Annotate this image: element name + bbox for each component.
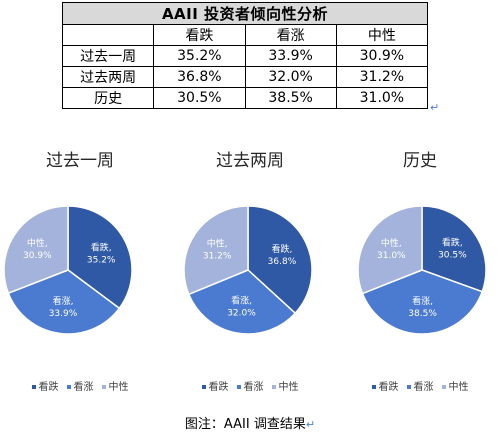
legend-swatch	[371, 385, 376, 389]
table-cell: 31.2%	[335, 66, 429, 88]
legend-swatch	[66, 385, 71, 389]
table-cell: 32.0%	[244, 66, 337, 88]
pie-slice	[247, 205, 313, 315]
table-cell: 30.5%	[153, 87, 246, 109]
sentiment-table-wrap: AAII 投资者倾向性分析 看跌 看涨 中性 过去一周 35.2% 33.9% …	[61, 2, 429, 109]
pie-slice	[7, 269, 121, 335]
row-label: 过去一周	[61, 45, 155, 67]
pie-chart-past-week: 过去一周 看跌, 35.2% 看涨, 33.9% 中性, 30.9% 看跌 看涨 中性	[0, 140, 160, 410]
table-header-row: 看跌 看涨 中性	[61, 24, 429, 46]
legend-item: 中性	[271, 382, 299, 393]
table-title: AAII 投资者倾向性分析	[62, 2, 428, 25]
sentiment-table: AAII 投资者倾向性分析 看跌 看涨 中性 过去一周 35.2% 33.9% …	[61, 2, 429, 109]
legend-label: 看跌	[208, 382, 229, 393]
pie-slice	[67, 205, 133, 310]
chart-title: 历史	[403, 151, 437, 171]
legend-item: 看跌	[31, 382, 59, 393]
chart-title: 过去一周	[46, 151, 114, 171]
table-header-cell	[61, 24, 155, 46]
return-mark-icon: ↵	[430, 101, 440, 114]
pie-svg: 看跌, 36.8% 看涨, 32.0% 中性, 31.2%	[183, 205, 313, 335]
slice-data-label: 看跌, 35.2%	[87, 241, 116, 265]
table-cell: 35.2%	[153, 45, 246, 67]
pie-slice	[183, 205, 249, 296]
legend-label: 看涨	[413, 382, 434, 393]
pie-slice	[357, 205, 423, 295]
caption-text: 图注：AAII 调查结果	[184, 417, 306, 432]
legend-swatch	[31, 385, 36, 389]
slice-data-label: 看跌, 36.8%	[268, 243, 297, 267]
chart-legend: 看跌 看涨 中性	[170, 378, 330, 393]
legend-item: 中性	[101, 382, 129, 393]
legend-item: 看涨	[66, 382, 94, 393]
pie-chart-past-two-weeks: 过去两周 看跌, 36.8% 看涨, 32.0% 中性, 31.2% 看跌 看涨 中性	[170, 140, 330, 410]
legend-swatch	[236, 385, 241, 389]
legend-item: 看跌	[371, 382, 399, 393]
slice-data-label: 看涨, 38.5%	[408, 295, 437, 319]
table-cell: 38.5%	[244, 87, 337, 109]
table-title-row: AAII 投资者倾向性分析	[62, 2, 428, 25]
pie-slice	[187, 269, 297, 335]
slice-data-label: 中性, 31.2%	[203, 237, 232, 261]
pie-slice	[361, 269, 484, 335]
legend-swatch	[441, 385, 446, 389]
table-header-cell: 看涨	[244, 24, 337, 46]
table-row: 过去一周 35.2% 33.9% 30.9%	[61, 45, 429, 67]
table-cell: 31.0%	[335, 87, 429, 109]
table-header-cell: 看跌	[153, 24, 246, 46]
pie-slice	[421, 205, 487, 293]
slice-data-label: 看涨, 32.0%	[227, 295, 256, 319]
legend-swatch	[271, 385, 276, 389]
legend-label: 看跌	[38, 382, 59, 393]
return-mark-icon: ↵	[305, 418, 316, 431]
legend-label: 看跌	[378, 382, 399, 393]
legend-swatch	[406, 385, 411, 389]
slice-data-label: 中性, 31.0%	[377, 237, 406, 261]
legend-swatch	[201, 385, 206, 389]
table-cell: 33.9%	[244, 45, 337, 67]
chart-title: 过去两周	[216, 151, 284, 171]
legend-label: 中性	[108, 382, 129, 393]
row-label: 历史	[61, 87, 155, 109]
pie-slice	[3, 205, 69, 295]
slice-data-label: 看涨, 33.9%	[49, 295, 78, 319]
pie-svg: 看跌, 30.5% 看涨, 38.5% 中性, 31.0%	[357, 205, 487, 335]
legend-label: 看涨	[73, 382, 94, 393]
table-row: 历史 30.5% 38.5% 31.0%	[61, 87, 429, 109]
table-header-cell: 中性	[335, 24, 429, 46]
legend-label: 中性	[278, 382, 299, 393]
legend-label: 看涨	[243, 382, 264, 393]
row-label: 过去两周	[61, 66, 155, 88]
legend-swatch	[101, 385, 106, 389]
slice-data-label: 看跌, 30.5%	[438, 237, 467, 261]
figure-caption: 图注：AAII 调查结果↵	[0, 413, 500, 432]
slice-data-label: 中性, 30.9%	[23, 237, 52, 261]
legend-item: 看涨	[406, 382, 434, 393]
table-row: 过去两周 36.8% 32.0% 31.2%	[61, 66, 429, 88]
legend-label: 中性	[448, 382, 469, 393]
table-cell: 30.9%	[335, 45, 429, 67]
legend-item: 看涨	[236, 382, 264, 393]
chart-legend: 看跌 看涨 中性	[340, 378, 500, 393]
pie-chart-historical: 历史 看跌, 30.5% 看涨, 38.5% 中性, 31.0% 看跌 看涨 中性	[340, 140, 500, 410]
chart-legend: 看跌 看涨 中性	[0, 378, 160, 393]
pie-svg: 看跌, 35.2% 看涨, 33.9% 中性, 30.9%	[3, 205, 133, 335]
legend-item: 中性	[441, 382, 469, 393]
legend-item: 看跌	[201, 382, 229, 393]
table-cell: 36.8%	[153, 66, 246, 88]
